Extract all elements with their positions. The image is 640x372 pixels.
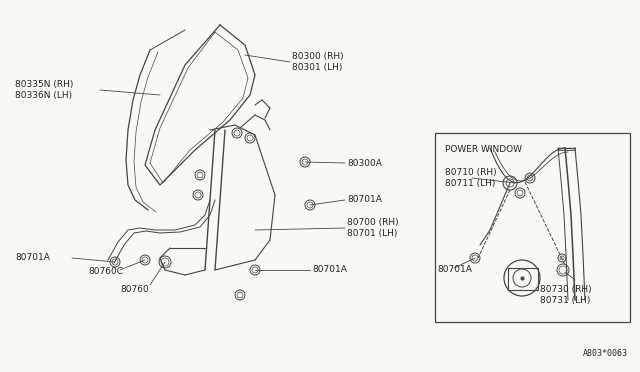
Text: 80701A: 80701A	[437, 266, 472, 275]
Text: A803*0063: A803*0063	[583, 349, 628, 358]
Text: 80300A: 80300A	[347, 158, 382, 167]
Text: 80700 (RH)
80701 (LH): 80700 (RH) 80701 (LH)	[347, 218, 399, 238]
Text: 80701A: 80701A	[347, 196, 382, 205]
Text: 80335N (RH)
80336N (LH): 80335N (RH) 80336N (LH)	[15, 80, 74, 100]
Text: 80760: 80760	[120, 285, 148, 295]
Text: POWER WINDOW: POWER WINDOW	[445, 145, 522, 154]
Bar	[435, 133, 630, 322]
Text: 80710 (RH)
80711 (LH): 80710 (RH) 80711 (LH)	[445, 168, 497, 188]
Text: 80300 (RH)
80301 (LH): 80300 (RH) 80301 (LH)	[292, 52, 344, 72]
Text: 80701A: 80701A	[312, 266, 347, 275]
Text: 80760C: 80760C	[88, 267, 123, 276]
Text: 80730 (RH)
80731 (LH): 80730 (RH) 80731 (LH)	[540, 285, 591, 305]
Text: 80701A: 80701A	[15, 253, 50, 263]
